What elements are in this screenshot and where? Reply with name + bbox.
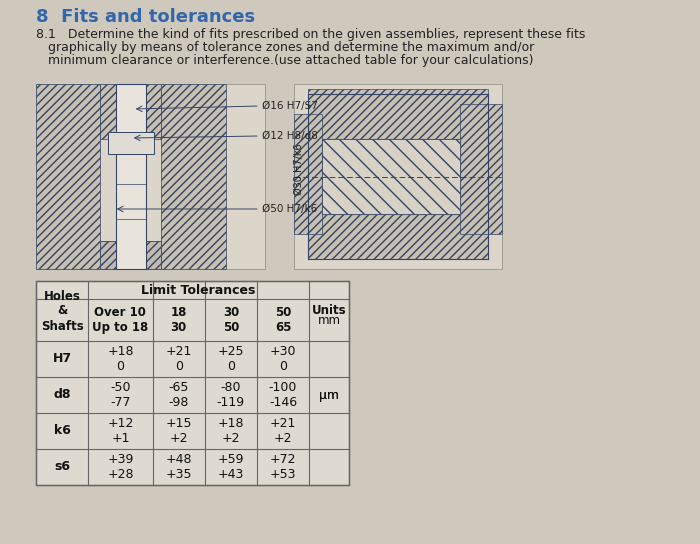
Text: H7: H7	[52, 353, 71, 366]
Text: +48
+35: +48 +35	[165, 453, 192, 481]
Text: minimum clearance or interference.(use attached table for your calculations): minimum clearance or interference.(use a…	[36, 54, 533, 67]
Text: +18
+2: +18 +2	[218, 417, 244, 445]
Bar	[108, 132, 153, 154]
Bar	[36, 281, 349, 485]
Text: mm: mm	[318, 313, 340, 326]
Bar	[294, 84, 503, 269]
Text: d8: d8	[53, 388, 71, 401]
Text: 8  Fits and tolerances: 8 Fits and tolerances	[36, 8, 256, 26]
Bar	[294, 114, 323, 234]
Text: +18
0: +18 0	[107, 345, 134, 373]
Text: Over 10
Up to 18: Over 10 Up to 18	[92, 306, 148, 334]
Text: +12
+1: +12 +1	[107, 417, 134, 445]
Bar	[308, 214, 489, 259]
Text: Ø30 H7/k6: Ø30 H7/k6	[294, 143, 304, 195]
Bar	[323, 139, 460, 214]
Text: Ø12 H8/d8: Ø12 H8/d8	[262, 131, 318, 141]
Text: k6: k6	[54, 424, 71, 437]
Text: 8.1   Determine the kind of fits prescribed on the given assemblies, represent t: 8.1 Determine the kind of fits prescribe…	[36, 28, 585, 41]
Text: +39
+28: +39 +28	[107, 453, 134, 481]
Bar	[161, 84, 225, 269]
Text: +30
0: +30 0	[270, 345, 296, 373]
Text: μm: μm	[319, 388, 339, 401]
Text: μm: μm	[319, 388, 339, 401]
Text: 30
50: 30 50	[223, 306, 239, 334]
Bar	[101, 241, 161, 269]
Text: s6: s6	[54, 461, 70, 473]
Bar	[460, 104, 503, 234]
Text: +15
+2: +15 +2	[165, 417, 192, 445]
Bar	[323, 139, 460, 214]
Text: +59
+43: +59 +43	[218, 453, 244, 481]
Bar	[101, 241, 161, 269]
Text: -100
-146: -100 -146	[269, 381, 298, 409]
Text: Ø16 H7/S7: Ø16 H7/S7	[262, 101, 318, 111]
Bar	[116, 84, 146, 269]
Text: Units: Units	[312, 305, 346, 318]
Bar	[308, 89, 489, 139]
Text: 18
30: 18 30	[171, 306, 187, 334]
Text: +21
0: +21 0	[165, 345, 192, 373]
Text: Ø50 H7/k6: Ø50 H7/k6	[262, 204, 317, 214]
Text: Limit Tolerances: Limit Tolerances	[141, 283, 256, 296]
Bar	[101, 84, 161, 139]
Text: +21
+2: +21 +2	[270, 417, 296, 445]
Text: 50
65: 50 65	[275, 306, 291, 334]
Text: Holes
&
Shafts: Holes & Shafts	[41, 289, 83, 332]
Text: -50
-77: -50 -77	[110, 381, 131, 409]
Text: +72
+53: +72 +53	[270, 453, 296, 481]
Text: -65
-98: -65 -98	[169, 381, 189, 409]
Bar	[36, 84, 101, 269]
Bar	[36, 84, 265, 269]
Text: graphically by means of tolerance zones and determine the maximum and/or: graphically by means of tolerance zones …	[36, 41, 534, 54]
Text: +25
0: +25 0	[218, 345, 244, 373]
Text: -80
-119: -80 -119	[217, 381, 245, 409]
